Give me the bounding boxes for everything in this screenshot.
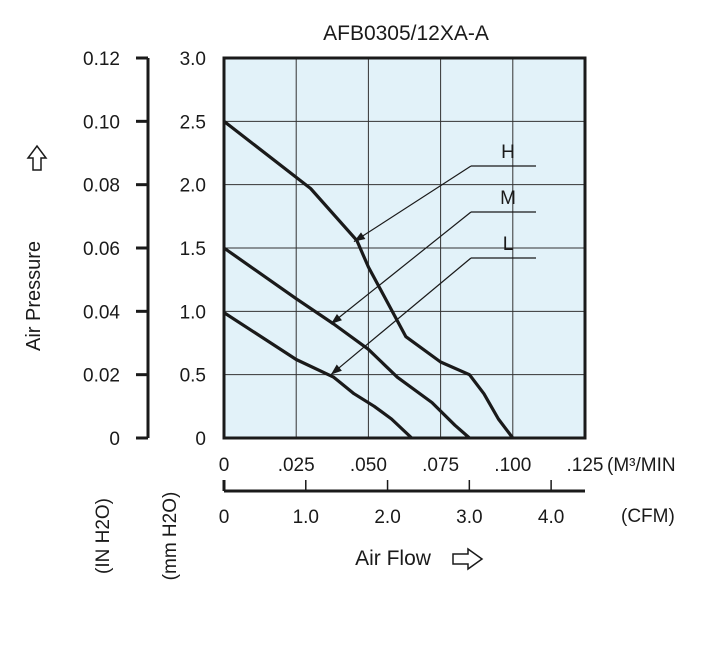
plot-frame: [222, 56, 587, 440]
y-secondary-tick-label: 0.08: [83, 176, 120, 197]
x-primary-tick-label: .100: [494, 455, 531, 476]
leader-arrowhead: [330, 314, 342, 324]
axes: 00.51.01.52.02.53.000.020.040.060.080.10…: [83, 49, 603, 528]
right-arrow-icon: [452, 547, 484, 571]
y-primary-tick-label: 0: [195, 429, 206, 450]
y-secondary-tick-label: 0.06: [83, 239, 120, 260]
x-axis-title: Air Flow: [355, 547, 432, 570]
leader-line: [353, 165, 472, 243]
y-secondary-tick-label: 0.10: [83, 112, 120, 133]
y-axis-title: Air Pressure: [23, 241, 45, 351]
series-group: [223, 120, 515, 440]
x-secondary-tick-label: 4.0: [538, 507, 564, 528]
y-primary-tick-label: 3.0: [180, 49, 206, 70]
leader-line: [330, 257, 472, 376]
y-primary-tick-label: 0.5: [180, 366, 206, 387]
leader-line: [330, 211, 472, 325]
leader-arrowhead: [330, 364, 342, 375]
y-primary-unit-label: (mm H2O): [160, 492, 181, 581]
up-arrow-icon: [26, 144, 48, 171]
series-line-l: [223, 311, 413, 440]
y-primary-tick-label: 1.0: [180, 302, 206, 323]
series-line-h: [223, 120, 515, 439]
x-secondary-tick-label: 2.0: [374, 507, 400, 528]
series-line-m: [223, 246, 471, 440]
y-primary-tick-label: 2.0: [180, 176, 206, 197]
y-secondary-unit-label: (IN H2O): [93, 498, 114, 574]
series-label-h: H: [501, 142, 515, 163]
x-primary-tick-label: .075: [422, 455, 459, 476]
x-primary-tick-label: .125: [567, 455, 604, 476]
x-secondary-tick-label: 0: [219, 507, 230, 528]
y-primary-tick-label: 1.5: [180, 239, 206, 260]
y-secondary-tick-label: 0: [109, 429, 120, 450]
x-primary-unit-label: (M³/MIN: [607, 455, 676, 476]
series-label-l: L: [503, 234, 514, 255]
grid: [224, 58, 585, 438]
series-label-m: M: [500, 188, 516, 209]
x-primary-tick-label: 0: [219, 455, 230, 476]
x-secondary-tick-label: 1.0: [293, 507, 319, 528]
annotations: H M L: [330, 142, 536, 376]
x-primary-tick-label: .050: [350, 455, 387, 476]
x-secondary-tick-label: 3.0: [456, 507, 482, 528]
x-secondary-unit-label: (CFM): [621, 506, 675, 527]
chart-title: AFB0305/12XA-A: [323, 22, 489, 45]
y-secondary-tick-label: 0.04: [83, 302, 120, 323]
y-secondary-tick-label: 0.12: [83, 49, 120, 70]
leader-arrowhead: [353, 232, 366, 242]
x-primary-tick-label: .025: [278, 455, 315, 476]
y-primary-tick-label: 2.5: [180, 112, 206, 133]
y-secondary-tick-label: 0.02: [83, 366, 120, 387]
